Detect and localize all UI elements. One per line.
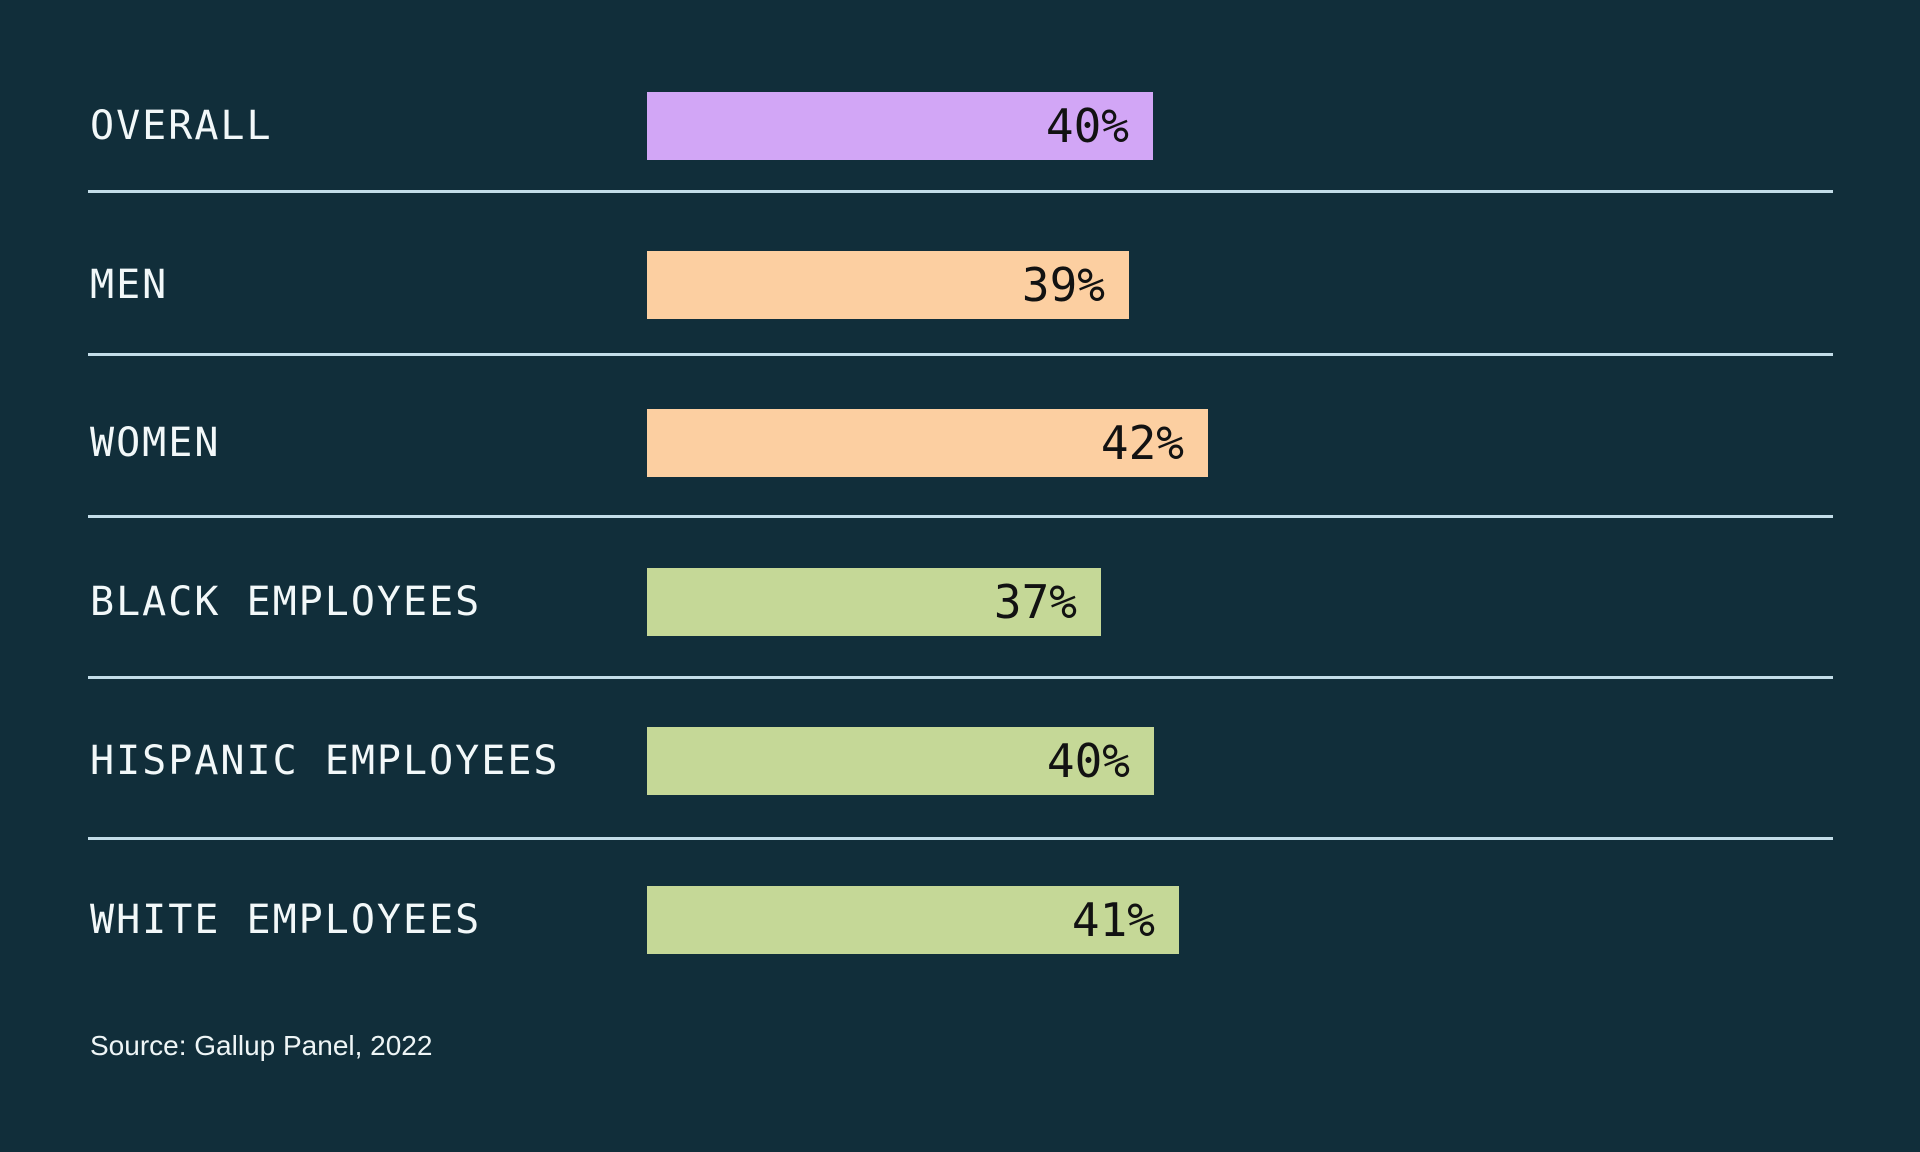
row-divider (88, 676, 1833, 679)
value-bar: 40% (647, 727, 1154, 795)
chart-row: BLACK EMPLOYEES 37% (0, 568, 1920, 636)
category-label: WHITE EMPLOYEES (90, 897, 482, 943)
row-divider (88, 515, 1833, 518)
value-label: 41% (1071, 893, 1155, 947)
category-label: HISPANIC EMPLOYEES (90, 738, 560, 784)
category-label: OVERALL (90, 103, 273, 149)
value-label: 37% (993, 575, 1077, 629)
chart-row: MEN 39% (0, 251, 1920, 319)
value-bar: 37% (647, 568, 1101, 636)
source-note: Source: Gallup Panel, 2022 (90, 1030, 433, 1061)
chart-row: HISPANIC EMPLOYEES 40% (0, 727, 1920, 795)
category-label: BLACK EMPLOYEES (90, 579, 482, 625)
row-divider (88, 353, 1833, 356)
value-label: 40% (1046, 734, 1130, 788)
value-bar: 39% (647, 251, 1129, 319)
value-label: 42% (1100, 416, 1184, 470)
chart-row: WOMEN 42% (0, 409, 1920, 477)
value-label: 39% (1021, 258, 1105, 312)
value-bar: 42% (647, 409, 1208, 477)
value-bar: 40% (647, 92, 1153, 160)
value-label: 40% (1045, 99, 1129, 153)
chart-row: WHITE EMPLOYEES 41% (0, 886, 1920, 954)
chart-row: OVERALL 40% (0, 92, 1920, 160)
row-divider (88, 837, 1833, 840)
value-bar: 41% (647, 886, 1179, 954)
category-label: MEN (90, 262, 169, 308)
row-divider (88, 190, 1833, 193)
category-label: WOMEN (90, 420, 221, 466)
